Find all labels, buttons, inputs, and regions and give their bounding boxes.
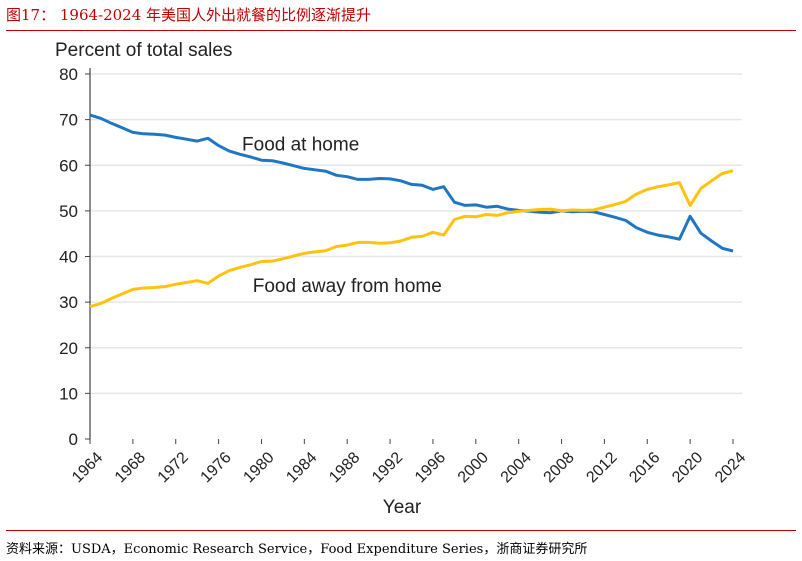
y-tick-label: 20 xyxy=(59,339,78,358)
source-rule xyxy=(6,530,796,531)
x-tick-label: 2012 xyxy=(583,449,620,486)
x-tick-label: 1964 xyxy=(69,449,106,486)
x-tick-label: 2024 xyxy=(712,449,749,486)
y-tick-label: 0 xyxy=(69,430,78,449)
x-tick-label: 1992 xyxy=(369,449,406,486)
series-line-food-at-home xyxy=(89,113,734,253)
x-axis-label: Year xyxy=(383,497,422,518)
series-label: Food away from home xyxy=(253,276,442,297)
y-tick-label: 60 xyxy=(59,156,78,175)
x-tick-label: 2000 xyxy=(455,449,492,486)
series-line-food-away xyxy=(89,169,734,309)
y-tick-label: 70 xyxy=(59,111,78,130)
x-tick-label: 2020 xyxy=(669,449,706,486)
x-tick-label: 1996 xyxy=(412,449,449,486)
y-tick-label: 10 xyxy=(59,384,78,403)
x-tick-label: 1984 xyxy=(283,449,320,486)
x-tick-label: 2008 xyxy=(541,449,578,486)
y-tick-label: 80 xyxy=(59,65,78,84)
y-axis-label: Percent of total sales xyxy=(55,40,232,61)
x-tick-label: 1972 xyxy=(155,449,192,486)
figure-title: 图17： 1964-2024 年美国人外出就餐的比例逐渐提升 xyxy=(6,6,372,24)
y-tick-label: 40 xyxy=(59,248,78,267)
x-tick-label: 1968 xyxy=(112,449,149,486)
x-tick-label: 2016 xyxy=(626,449,663,486)
x-tick-label: 1980 xyxy=(240,449,277,486)
x-tick-label: 2004 xyxy=(498,449,535,486)
y-tick-label: 50 xyxy=(59,202,78,221)
source-note: 资料来源：USDA，Economic Research Service，Food… xyxy=(6,542,588,557)
y-tick-label: 30 xyxy=(59,293,78,312)
x-tick-label: 1976 xyxy=(198,449,235,486)
x-tick-label: 1988 xyxy=(326,449,363,486)
title-rule xyxy=(6,30,796,31)
series-label: Food at home xyxy=(242,135,359,156)
